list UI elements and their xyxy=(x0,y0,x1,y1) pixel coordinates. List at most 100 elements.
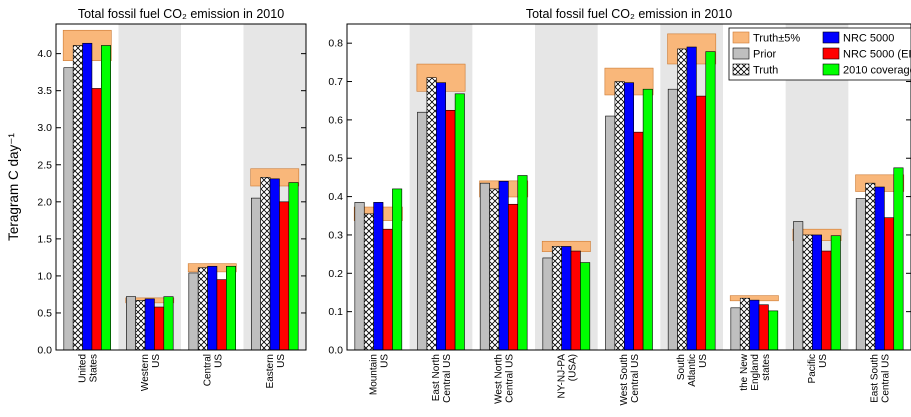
category-label: Western xyxy=(140,354,151,391)
bar-prior xyxy=(855,198,866,351)
bar-truth xyxy=(802,234,813,351)
bar-prior xyxy=(63,67,74,351)
bar-nrc5000_ei xyxy=(216,279,227,351)
bar-truth xyxy=(197,267,208,351)
y-tick-label: 0.1 xyxy=(328,306,343,318)
category-label: South xyxy=(676,354,687,380)
bar-coverage2010 xyxy=(288,182,299,351)
y-tick-label: 0.4 xyxy=(328,191,343,203)
bar-nrc5000 xyxy=(498,180,509,351)
category-label: US xyxy=(379,354,390,368)
bar-prior xyxy=(251,197,261,351)
bar-truth xyxy=(739,297,750,351)
category-label: states xyxy=(761,354,772,381)
bar-nrc5000 xyxy=(144,298,155,351)
bar-coverage2010 xyxy=(642,88,653,351)
y-tick-label: 0.0 xyxy=(37,345,52,357)
bar-coverage2010 xyxy=(517,175,528,351)
chart-panel-1: 0.0 0.5 1.0 1.5 2.0 2.5 3.0 3.5 4.0 United States W… xyxy=(6,7,307,391)
legend-swatch xyxy=(732,63,750,76)
category-label: Central US xyxy=(630,354,641,403)
category-label: United xyxy=(77,354,88,383)
bar-truth xyxy=(677,48,688,351)
y-tick-label: 1.5 xyxy=(37,233,52,245)
category-label: US xyxy=(151,354,162,368)
bar-nrc5000 xyxy=(269,178,280,351)
legend-swatch xyxy=(822,31,840,44)
legend-label: 2010 coverage xyxy=(843,65,911,77)
bar-truth xyxy=(614,81,625,351)
bar-prior xyxy=(793,221,804,351)
bar-coverage2010 xyxy=(163,296,174,351)
bar-truth xyxy=(72,45,83,351)
category-label: Atlantic xyxy=(687,354,698,387)
bar-nrc5000_ei xyxy=(821,250,832,351)
bar-nrc5000 xyxy=(623,82,634,351)
y-tick-label: 0.0 xyxy=(328,345,343,357)
legend-label: Prior xyxy=(753,49,777,61)
bar-coverage2010 xyxy=(893,167,904,351)
bar-prior xyxy=(542,257,553,351)
bar-nrc5000 xyxy=(435,82,446,351)
legend-swatch xyxy=(732,31,750,44)
category-shade xyxy=(118,24,181,350)
legend-label: Truth xyxy=(753,65,778,77)
category-label: West North xyxy=(494,354,505,404)
bar-truth xyxy=(363,213,374,351)
bar-prior xyxy=(479,182,490,351)
y-axis-label: Teragram C day⁻¹ xyxy=(6,133,21,241)
category-label: Central xyxy=(202,354,213,386)
bar-nrc5000_ei xyxy=(884,217,895,351)
bar-coverage2010 xyxy=(705,51,716,351)
bar-coverage2010 xyxy=(454,93,465,351)
category-label: NY-NJ-PA xyxy=(556,354,567,399)
category-label: Central US xyxy=(505,354,516,403)
bar-coverage2010 xyxy=(226,265,236,351)
bar-prior xyxy=(730,307,741,351)
bar-nrc5000 xyxy=(686,46,697,351)
category-label: Mountain xyxy=(368,354,379,395)
category-label: States xyxy=(88,354,99,382)
bar-coverage2010 xyxy=(392,188,403,351)
bar-nrc5000 xyxy=(749,299,760,351)
y-tick-label: 0.2 xyxy=(328,268,343,280)
bar-nrc5000_ei xyxy=(382,228,393,351)
y-tick-label: 2.0 xyxy=(37,196,52,208)
bar-nrc5000 xyxy=(82,42,93,351)
legend-swatch xyxy=(732,47,750,60)
y-tick-label: 2.5 xyxy=(37,159,52,171)
category-label: West South xyxy=(619,354,630,406)
category-label: Pacific xyxy=(807,354,818,383)
bar-coverage2010 xyxy=(768,310,779,351)
category-label: Eastern xyxy=(265,354,276,388)
category-label: US xyxy=(818,354,829,368)
bar-nrc5000_ei xyxy=(633,131,644,351)
y-tick-label: 3.5 xyxy=(37,85,52,97)
bar-truth xyxy=(865,182,876,351)
bar-coverage2010 xyxy=(580,262,591,351)
bar-nrc5000 xyxy=(874,186,885,351)
bar-prior xyxy=(417,111,428,351)
legend-label: NRC 5000 (EI) xyxy=(843,49,911,61)
category-label: Central US xyxy=(442,354,453,403)
category-label: (USA) xyxy=(567,354,578,381)
legend-swatch xyxy=(822,47,840,60)
bar-coverage2010 xyxy=(830,235,841,351)
legend-swatch xyxy=(822,63,840,76)
category-label: US xyxy=(213,354,224,368)
chart-title: Total fossil fuel CO₂ emission in 2010 xyxy=(526,7,732,21)
bar-nrc5000 xyxy=(207,265,218,351)
bar-nrc5000_ei xyxy=(758,304,769,351)
bar-nrc5000 xyxy=(561,246,572,351)
y-tick-label: 3.0 xyxy=(37,122,52,134)
y-tick-label: 0.5 xyxy=(37,307,52,319)
bar-truth xyxy=(135,300,146,351)
bar-truth xyxy=(551,246,562,351)
category-label: Central US xyxy=(881,354,892,403)
y-tick-label: 0.8 xyxy=(328,38,343,50)
bar-prior xyxy=(354,202,365,351)
legend-box xyxy=(728,27,911,81)
bar-truth xyxy=(489,188,500,351)
